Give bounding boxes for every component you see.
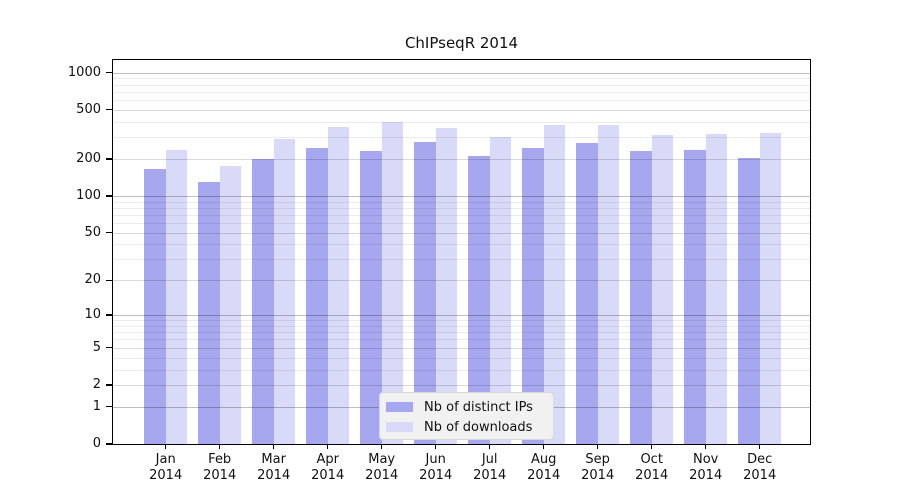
x-tick-mark-jan — [165, 444, 167, 449]
bar-jan-ips — [143, 169, 166, 444]
x-tick-mark-nov — [705, 444, 707, 449]
y-tick-mark-500 — [106, 109, 113, 111]
bar-mar-downloads — [273, 139, 296, 444]
legend-label-downloads: Nb of downloads — [424, 419, 533, 435]
grid-line-1000 — [113, 72, 810, 74]
y-tick-mark-50 — [106, 231, 113, 234]
x-tick-mark-jul — [489, 444, 491, 449]
y-tick-label-500: 500 — [76, 101, 101, 117]
x-tick-label-mar: Mar 2014 — [257, 452, 291, 483]
bar-dec-downloads — [759, 132, 782, 444]
x-tick-label-apr: Apr 2014 — [311, 452, 345, 483]
x-tick-label-aug: Aug 2014 — [527, 452, 561, 483]
bar-jan-downloads — [165, 150, 188, 444]
chart-title: ChIPseqR 2014 — [404, 34, 519, 52]
legend: Nb of distinct IPs Nb of downloads — [379, 392, 554, 440]
x-tick-mark-may — [381, 444, 383, 449]
bar-jul-ips — [467, 156, 490, 444]
bar-may-ips — [359, 151, 382, 444]
grid-line-400 — [113, 121, 810, 123]
grid-line-500 — [113, 109, 810, 111]
y-tick-mark-200 — [106, 158, 113, 160]
y-tick-label-0: 0 — [92, 436, 101, 451]
grid-line-700 — [113, 91, 810, 93]
x-tick-mark-feb — [219, 444, 221, 449]
x-tick-label-sep: Sep 2014 — [581, 452, 615, 483]
y-tick-label-5: 5 — [92, 339, 101, 355]
y-tick-mark-1000 — [106, 71, 113, 74]
bar-feb-downloads — [219, 166, 242, 444]
y-tick-mark-0 — [106, 443, 113, 445]
x-tick-label-jan: Jan 2014 — [149, 452, 183, 483]
x-tick-label-jul: Jul 2014 — [473, 452, 507, 483]
y-tick-mark-2 — [106, 384, 113, 386]
y-tick-mark-1 — [106, 406, 113, 408]
bar-sep-ips — [575, 142, 598, 444]
y-tick-label-1000: 1000 — [67, 64, 101, 80]
x-tick-label-dec: Dec 2014 — [743, 452, 777, 483]
x-tick-mark-oct — [651, 444, 653, 449]
bar-may-downloads — [381, 121, 404, 444]
y-tick-mark-100 — [106, 195, 113, 197]
y-tick-label-2: 2 — [92, 376, 101, 392]
bar-nov-ips — [683, 150, 706, 444]
y-tick-mark-20 — [106, 279, 113, 281]
legend-swatch-downloads — [386, 422, 413, 432]
y-tick-label-10: 10 — [84, 307, 101, 323]
grid-line-600 — [113, 100, 810, 101]
plot-area — [112, 59, 811, 445]
bar-mar-ips — [251, 158, 274, 444]
legend-item-downloads: Nb of downloads — [386, 417, 553, 437]
grid-line-900 — [113, 78, 810, 80]
x-tick-mark-dec — [759, 444, 761, 449]
x-tick-label-may: May 2014 — [365, 452, 399, 483]
x-tick-label-feb: Feb 2014 — [203, 452, 237, 483]
x-tick-mark-sep — [597, 444, 599, 449]
bar-jul-downloads — [489, 137, 512, 444]
y-tick-mark-10 — [106, 314, 113, 316]
bar-jun-ips — [413, 141, 436, 444]
bar-dec-ips — [737, 157, 760, 444]
legend-swatch-distinct-ips — [386, 402, 413, 412]
y-tick-label-1: 1 — [92, 398, 101, 414]
grid-line-800 — [113, 84, 810, 86]
y-tick-label-100: 100 — [76, 187, 101, 203]
y-tick-label-20: 20 — [84, 272, 101, 288]
x-tick-mark-apr — [327, 444, 329, 449]
legend-item-distinct-ips: Nb of distinct IPs — [386, 397, 553, 417]
x-tick-label-oct: Oct 2014 — [635, 452, 669, 483]
y-tick-label-200: 200 — [76, 150, 101, 166]
bar-nov-downloads — [705, 133, 728, 444]
bar-sep-downloads — [597, 124, 620, 444]
bar-apr-downloads — [327, 126, 350, 444]
bar-apr-ips — [305, 148, 328, 444]
y-tick-label-50: 50 — [84, 224, 101, 240]
bar-jun-downloads — [435, 128, 458, 444]
x-tick-label-jun: Jun 2014 — [419, 452, 453, 483]
x-tick-label-nov: Nov 2014 — [689, 452, 723, 483]
y-tick-mark-5 — [106, 346, 113, 349]
bar-oct-ips — [629, 151, 652, 444]
x-tick-mark-mar — [273, 444, 275, 449]
x-tick-mark-jun — [435, 444, 437, 449]
legend-label-distinct-ips: Nb of distinct IPs — [424, 399, 533, 415]
bar-aug-downloads — [543, 125, 566, 444]
x-tick-mark-aug — [543, 444, 545, 449]
bar-oct-downloads — [651, 134, 674, 444]
bar-aug-ips — [521, 148, 544, 444]
bar-feb-ips — [197, 181, 220, 444]
